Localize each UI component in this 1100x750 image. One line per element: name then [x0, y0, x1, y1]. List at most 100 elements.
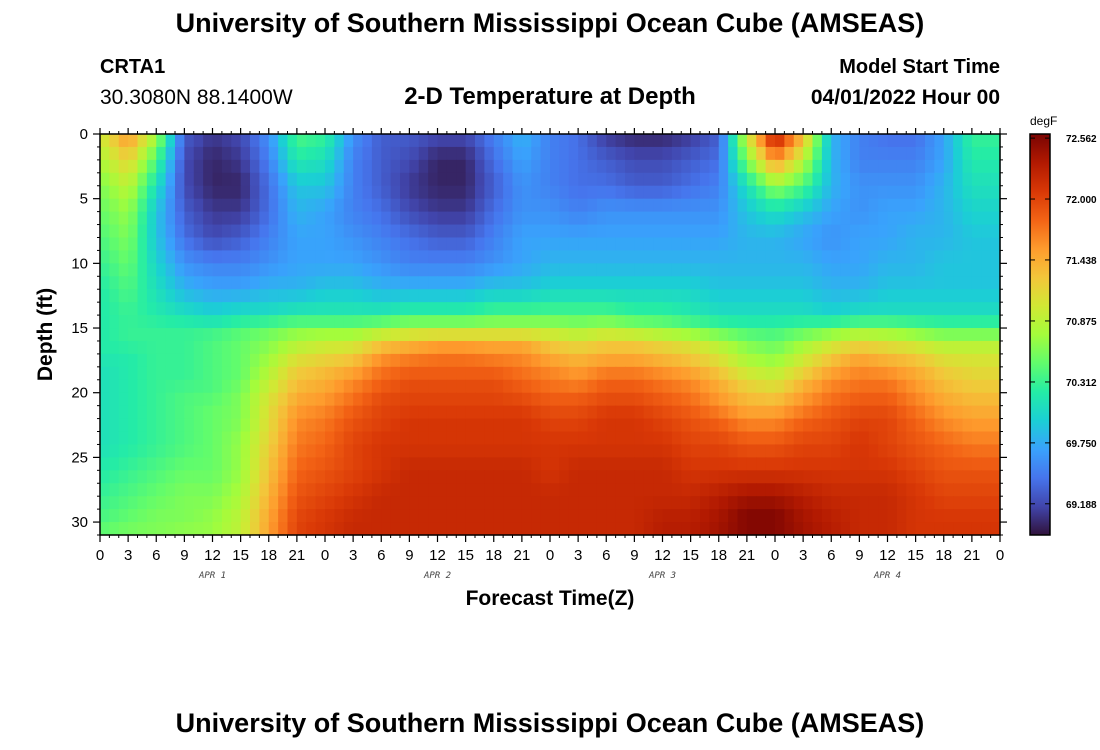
heatmap-cell [493, 198, 504, 213]
heatmap-cell [221, 366, 232, 381]
heatmap-cell [568, 431, 579, 446]
heatmap-cell [915, 146, 926, 161]
heatmap-cell [700, 146, 710, 161]
heatmap-cell [446, 263, 457, 277]
heatmap-cell [334, 522, 345, 536]
heatmap-cell [896, 366, 907, 381]
heatmap-cell [953, 392, 964, 407]
heatmap-cell [343, 405, 354, 420]
heatmap-cell [718, 353, 729, 368]
heatmap-cell [109, 392, 120, 407]
heatmap-cell [606, 237, 617, 252]
heatmap-cell [484, 134, 495, 148]
heatmap-cell [259, 509, 270, 523]
heatmap-cell [240, 444, 251, 458]
heatmap-cell [765, 353, 776, 368]
heatmap-cell [493, 340, 504, 355]
heatmap-cell [625, 211, 635, 226]
heatmap-cell [775, 159, 785, 174]
heatmap-cell [437, 431, 448, 446]
heatmap-cell [334, 509, 345, 523]
heatmap-cell [521, 470, 532, 484]
heatmap-cell [128, 289, 139, 303]
colorbar-tick-label: 70.875 [1066, 317, 1097, 328]
heatmap-cell [465, 250, 476, 264]
heatmap-cell [821, 250, 832, 264]
heatmap-cell [906, 211, 917, 226]
heatmap-cell [409, 392, 420, 407]
heatmap-cell [784, 159, 795, 174]
heatmap-cell [943, 418, 954, 433]
heatmap-cell [625, 340, 635, 355]
heatmap-cell [568, 470, 579, 484]
heatmap-cell [596, 185, 607, 200]
heatmap-cell [128, 444, 139, 458]
heatmap-cell [146, 315, 157, 329]
heatmap-cell [371, 353, 382, 368]
heatmap-cell [343, 353, 354, 368]
heatmap-cell [746, 444, 757, 458]
heatmap-cell [634, 405, 645, 420]
heatmap-cell [428, 146, 439, 161]
heatmap-cell [615, 392, 626, 407]
heatmap-cell [540, 211, 551, 226]
heatmap-cell [887, 250, 898, 264]
heatmap-cell [812, 418, 823, 433]
heatmap-cell [662, 185, 673, 200]
heatmap-cell [409, 198, 420, 213]
heatmap-cell [681, 418, 692, 433]
heatmap-cell [278, 134, 289, 148]
heatmap-cell [568, 366, 579, 381]
heatmap-cell [709, 263, 720, 277]
heatmap-cell [475, 237, 485, 252]
heatmap-cell [203, 353, 214, 368]
heatmap-cell [578, 522, 589, 536]
heatmap-cell [165, 483, 176, 497]
heatmap-cell [371, 340, 382, 355]
heatmap-cell [906, 159, 917, 174]
heatmap-cell [700, 340, 710, 355]
heatmap-cell [662, 172, 673, 187]
heatmap-cell [962, 134, 973, 148]
heatmap-cell [465, 263, 476, 277]
heatmap-cell [400, 315, 410, 329]
heatmap-cell [718, 159, 729, 174]
heatmap-cell [371, 237, 382, 252]
heatmap-cell [475, 172, 485, 187]
heatmap-cell [709, 457, 720, 471]
heatmap-cell [512, 211, 523, 226]
heatmap-cell [343, 211, 354, 226]
heatmap-cell [896, 444, 907, 458]
heatmap-cell [868, 302, 879, 316]
heatmap-cell [690, 470, 701, 484]
x-tick-label: 3 [124, 547, 132, 564]
heatmap-cell [193, 353, 204, 368]
heatmap-cell [343, 444, 354, 458]
heatmap-cell [156, 483, 167, 497]
heatmap-cell [615, 302, 626, 316]
heatmap-cell [690, 340, 701, 355]
heatmap-cell [840, 470, 851, 484]
heatmap-cell [484, 146, 495, 161]
heatmap-cell [465, 392, 476, 407]
heatmap-cell [606, 483, 617, 497]
heatmap-cell [221, 431, 232, 446]
heatmap-cell [400, 418, 410, 433]
heatmap-cell [915, 237, 926, 252]
heatmap-cell [700, 444, 710, 458]
heatmap-cell [981, 457, 992, 471]
heatmap-cell [906, 185, 917, 200]
heatmap-cell [793, 224, 804, 239]
heatmap-cell [709, 289, 720, 303]
heatmap-cell [653, 302, 664, 316]
heatmap-cell [175, 315, 185, 329]
heatmap-cell [746, 198, 757, 213]
heatmap-cell [812, 159, 823, 174]
heatmap-cell [878, 146, 889, 161]
heatmap-cell [840, 522, 851, 536]
heatmap-cell [690, 431, 701, 446]
heatmap-cell [812, 315, 823, 329]
heatmap-cell [971, 444, 982, 458]
heatmap-cell [156, 392, 167, 407]
heatmap-cell [325, 276, 335, 290]
